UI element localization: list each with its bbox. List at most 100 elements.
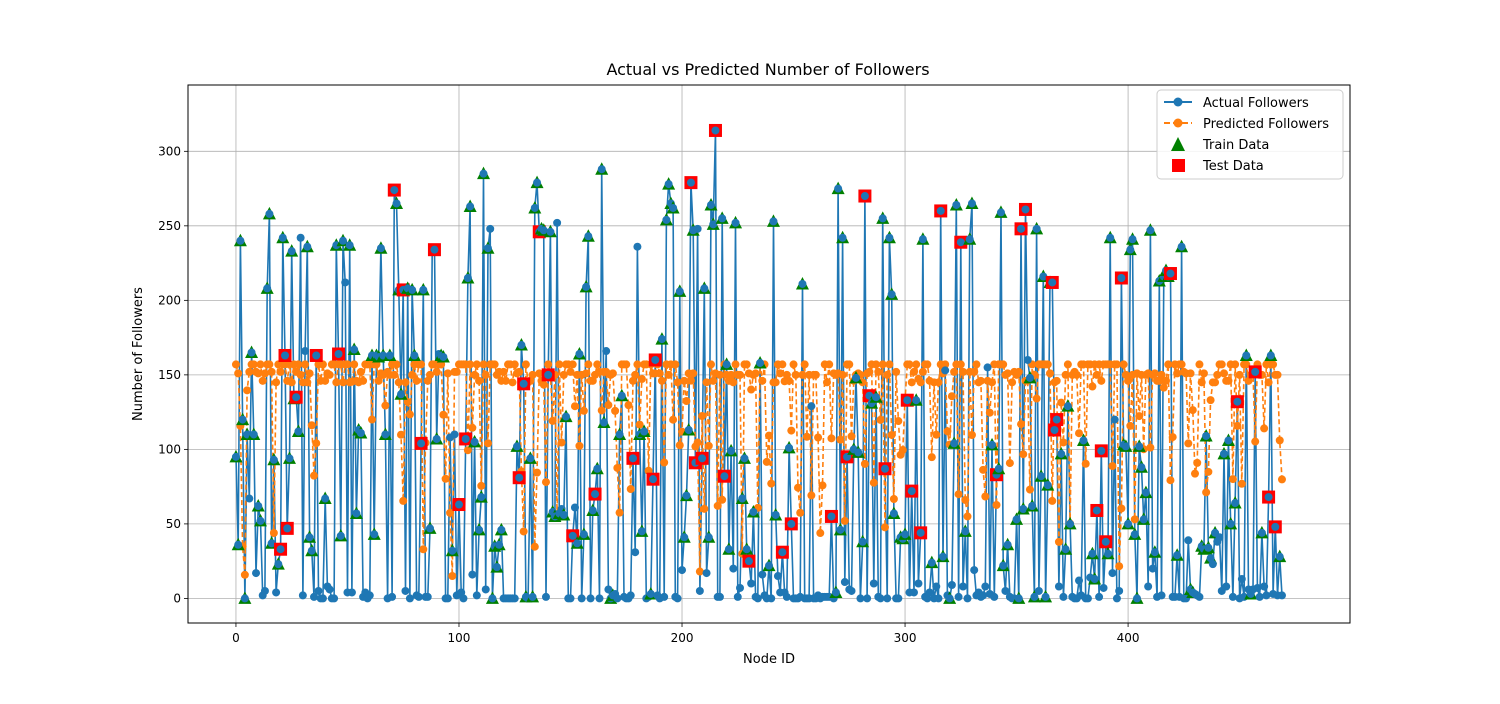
predicted-point [669, 415, 678, 424]
predicted-point [934, 378, 943, 387]
predicted-point [1003, 369, 1012, 378]
predicted-point [972, 360, 981, 369]
predicted-point [321, 376, 330, 385]
actual-point [1257, 528, 1266, 537]
predicted-point [1177, 360, 1186, 369]
actual-point [617, 391, 626, 400]
actual-point [756, 358, 765, 367]
actual-point [392, 199, 401, 208]
actual-point [388, 592, 397, 601]
predicted-point [847, 432, 856, 441]
legend-test-marker [1172, 159, 1185, 172]
predicted-point [622, 360, 631, 369]
predicted-point [840, 516, 849, 525]
predicted-point [267, 367, 276, 376]
actual-point [492, 563, 501, 572]
actual-point [539, 226, 548, 235]
actual-point [582, 282, 591, 291]
predicted-point [664, 370, 673, 379]
actual-point [1019, 504, 1028, 513]
predicted-point [1251, 437, 1260, 446]
predicted-point [443, 369, 452, 378]
actual-point [347, 588, 356, 597]
actual-point [860, 192, 869, 201]
predicted-point [702, 378, 711, 387]
predicted-point [635, 420, 644, 429]
actual-point [1092, 506, 1101, 515]
actual-point [981, 582, 990, 591]
actual-point [519, 379, 528, 388]
actual-point [276, 545, 285, 554]
actual-point [880, 464, 889, 473]
actual-point [684, 426, 693, 435]
predicted-point [923, 360, 932, 369]
actual-point [996, 208, 1005, 217]
actual-point [1222, 582, 1231, 591]
predicted-point [479, 360, 488, 369]
predicted-point [689, 369, 698, 378]
predicted-point [680, 376, 689, 385]
predicted-point [950, 367, 959, 376]
actual-point [767, 594, 776, 603]
predicted-point [381, 401, 390, 410]
predicted-point [463, 446, 472, 455]
actual-point [405, 594, 414, 603]
actual-point [749, 507, 758, 516]
predicted-point [305, 369, 314, 378]
predicted-point [1211, 378, 1220, 387]
series-area [229, 123, 1287, 604]
predicted-point [776, 369, 785, 378]
predicted-point [1048, 496, 1057, 505]
actual-point [1266, 351, 1275, 360]
actual-point [1059, 592, 1068, 601]
actual-point [1208, 560, 1217, 569]
predicted-point [1219, 369, 1228, 378]
predicted-point [399, 496, 408, 505]
actual-point [272, 588, 281, 597]
y-tick-label: 0 [173, 591, 181, 605]
predicted-point [876, 415, 885, 424]
predicted-point [468, 423, 477, 432]
predicted-point [568, 360, 577, 369]
actual-point [1166, 269, 1175, 278]
actual-point [236, 236, 245, 245]
predicted-point [1164, 360, 1173, 369]
predicted-point [559, 370, 568, 379]
predicted-point [747, 385, 756, 394]
actual-point [495, 540, 504, 549]
predicted-point [604, 401, 613, 410]
actual-point [836, 525, 845, 534]
y-tick-label: 50 [166, 517, 181, 531]
predicted-point [519, 527, 528, 536]
actual-point [637, 527, 646, 536]
actual-point [695, 586, 704, 595]
predicted-point [985, 408, 994, 417]
actual-point [988, 440, 997, 449]
predicted-point [872, 360, 881, 369]
actual-point [932, 582, 941, 591]
predicted-point [579, 406, 588, 415]
actual-point [1001, 586, 1010, 595]
actual-point [954, 592, 963, 601]
actual-point [680, 533, 689, 542]
predicted-point [970, 367, 979, 376]
actual-point [296, 233, 305, 242]
actual-point [321, 494, 330, 503]
actual-point [785, 443, 794, 452]
predicted-point [1008, 378, 1017, 387]
predicted-point [655, 369, 664, 378]
actual-point [782, 592, 791, 601]
predicted-point [1168, 433, 1177, 442]
predicted-point [396, 430, 405, 439]
actual-point [773, 572, 782, 581]
actual-point [1251, 367, 1260, 376]
predicted-point [704, 441, 713, 450]
actual-point [559, 510, 568, 519]
predicted-point [845, 360, 854, 369]
actual-point [541, 592, 550, 601]
actual-point [979, 591, 988, 600]
actual-point [414, 592, 423, 601]
actual-point [758, 570, 767, 579]
actual-point [959, 582, 968, 591]
